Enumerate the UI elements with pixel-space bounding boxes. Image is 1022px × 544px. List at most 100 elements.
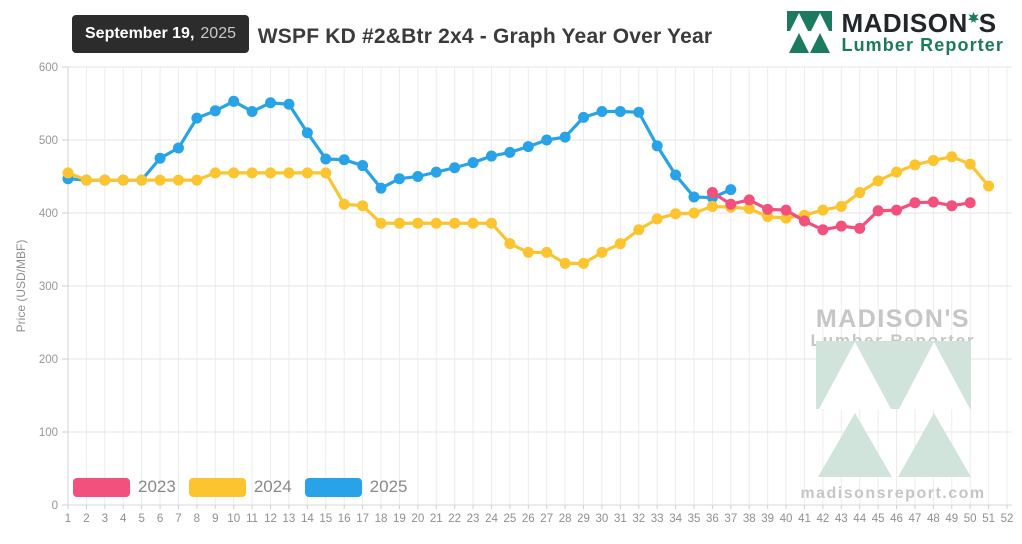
data-point-2024-w3[interactable] <box>99 174 111 186</box>
data-point-2024-w28[interactable] <box>559 257 571 269</box>
data-point-2024-w12[interactable] <box>265 167 277 179</box>
data-point-2024-w24[interactable] <box>485 217 497 229</box>
data-point-2024-w32[interactable] <box>633 224 645 236</box>
data-point-2023-w40[interactable] <box>780 204 792 216</box>
data-point-2024-w48[interactable] <box>927 154 939 166</box>
data-point-2024-w43[interactable] <box>835 200 847 212</box>
data-point-2025-w11[interactable] <box>246 106 258 118</box>
data-point-2024-w42[interactable] <box>817 204 829 216</box>
data-point-2024-w19[interactable] <box>393 217 405 229</box>
data-point-2024-w8[interactable] <box>191 174 203 186</box>
data-point-2025-w24[interactable] <box>485 150 497 162</box>
data-point-2024-w4[interactable] <box>117 174 129 186</box>
legend-swatch-2024[interactable] <box>188 477 246 497</box>
data-point-2024-w1[interactable] <box>62 167 74 179</box>
data-point-2025-w26[interactable] <box>522 141 534 153</box>
data-point-2023-w36[interactable] <box>706 187 718 199</box>
data-point-2025-w30[interactable] <box>596 106 608 118</box>
data-point-2024-w21[interactable] <box>430 217 442 229</box>
data-point-2025-w23[interactable] <box>467 157 479 169</box>
data-point-2024-w22[interactable] <box>449 217 461 229</box>
data-point-2025-w17[interactable] <box>357 160 369 172</box>
data-point-2025-w18[interactable] <box>375 182 387 194</box>
data-point-2024-w6[interactable] <box>154 174 166 186</box>
data-point-2024-w49[interactable] <box>946 151 958 163</box>
data-point-2024-w51[interactable] <box>983 180 995 192</box>
data-point-2023-w38[interactable] <box>743 194 755 206</box>
data-point-2024-w27[interactable] <box>541 246 553 258</box>
data-point-2025-w31[interactable] <box>614 106 626 118</box>
data-point-2023-w43[interactable] <box>835 220 847 232</box>
data-point-2025-w22[interactable] <box>449 162 461 174</box>
data-point-2024-w17[interactable] <box>357 200 369 212</box>
data-point-2024-w34[interactable] <box>670 208 682 220</box>
data-point-2024-w10[interactable] <box>228 167 240 179</box>
data-point-2025-w6[interactable] <box>154 152 166 164</box>
data-point-2024-w26[interactable] <box>522 246 534 258</box>
data-point-2025-w19[interactable] <box>393 173 405 185</box>
data-point-2024-w9[interactable] <box>209 167 221 179</box>
data-point-2023-w42[interactable] <box>817 224 829 236</box>
data-point-2023-w45[interactable] <box>872 205 884 217</box>
data-point-2023-w49[interactable] <box>946 200 958 212</box>
data-point-2024-w2[interactable] <box>80 174 92 186</box>
data-point-2025-w35[interactable] <box>688 191 700 203</box>
data-point-2025-w33[interactable] <box>651 140 663 152</box>
legend-swatch-2025[interactable] <box>304 477 362 497</box>
data-point-2024-w20[interactable] <box>412 217 424 229</box>
data-point-2023-w37[interactable] <box>725 198 737 210</box>
data-point-2025-w10[interactable] <box>228 95 240 107</box>
data-point-2024-w29[interactable] <box>578 257 590 269</box>
legend-item-2025[interactable]: 2025 <box>304 477 407 497</box>
data-point-2024-w5[interactable] <box>136 174 148 186</box>
data-point-2025-w29[interactable] <box>578 111 590 123</box>
data-point-2024-w40[interactable] <box>780 212 792 224</box>
data-point-2025-w16[interactable] <box>338 154 350 166</box>
data-point-2024-w44[interactable] <box>854 187 866 199</box>
data-point-2024-w35[interactable] <box>688 207 700 219</box>
data-point-2024-w11[interactable] <box>246 167 258 179</box>
data-point-2024-w38[interactable] <box>743 203 755 215</box>
data-point-2025-w25[interactable] <box>504 146 516 158</box>
data-point-2024-w14[interactable] <box>301 167 313 179</box>
legend-item-2023[interactable]: 2023 <box>73 477 176 497</box>
data-point-2024-w31[interactable] <box>614 238 626 250</box>
data-point-2024-w36[interactable] <box>706 200 718 212</box>
data-point-2024-w33[interactable] <box>651 213 663 225</box>
data-point-2025-w34[interactable] <box>670 169 682 181</box>
data-point-2023-w46[interactable] <box>891 204 903 216</box>
data-point-2025-w12[interactable] <box>265 97 277 109</box>
data-point-2025-w20[interactable] <box>412 171 424 182</box>
data-point-2025-w15[interactable] <box>320 153 332 165</box>
data-point-2025-w8[interactable] <box>191 112 203 124</box>
data-point-2024-w15[interactable] <box>320 167 332 179</box>
data-point-2024-w16[interactable] <box>338 198 350 210</box>
legend-item-2024[interactable]: 2024 <box>188 477 292 497</box>
data-point-2025-w27[interactable] <box>541 134 553 146</box>
data-point-2024-w7[interactable] <box>172 174 184 186</box>
data-point-2024-w18[interactable] <box>375 217 387 229</box>
data-point-2023-w47[interactable] <box>909 197 921 209</box>
data-point-2023-w50[interactable] <box>964 197 976 209</box>
data-point-2025-w28[interactable] <box>559 131 571 143</box>
data-point-2024-w25[interactable] <box>504 238 516 250</box>
data-point-2025-w37[interactable] <box>725 184 737 196</box>
data-point-2024-w30[interactable] <box>596 246 608 258</box>
data-point-2024-w50[interactable] <box>964 158 976 170</box>
data-point-2023-w48[interactable] <box>927 196 939 208</box>
data-point-2024-w46[interactable] <box>891 166 903 178</box>
data-point-2023-w44[interactable] <box>854 222 866 234</box>
data-point-2023-w41[interactable] <box>798 215 810 227</box>
data-point-2025-w14[interactable] <box>301 127 313 139</box>
data-point-2025-w32[interactable] <box>633 106 645 118</box>
data-point-2025-w21[interactable] <box>430 166 442 178</box>
data-point-2025-w7[interactable] <box>172 142 184 154</box>
data-point-2025-w13[interactable] <box>283 98 295 110</box>
data-point-2023-w39[interactable] <box>762 203 774 215</box>
data-point-2024-w47[interactable] <box>909 159 921 171</box>
data-point-2024-w23[interactable] <box>467 217 479 229</box>
legend-swatch-2023[interactable] <box>73 477 130 497</box>
data-point-2025-w9[interactable] <box>209 105 221 117</box>
data-point-2024-w45[interactable] <box>872 175 884 187</box>
